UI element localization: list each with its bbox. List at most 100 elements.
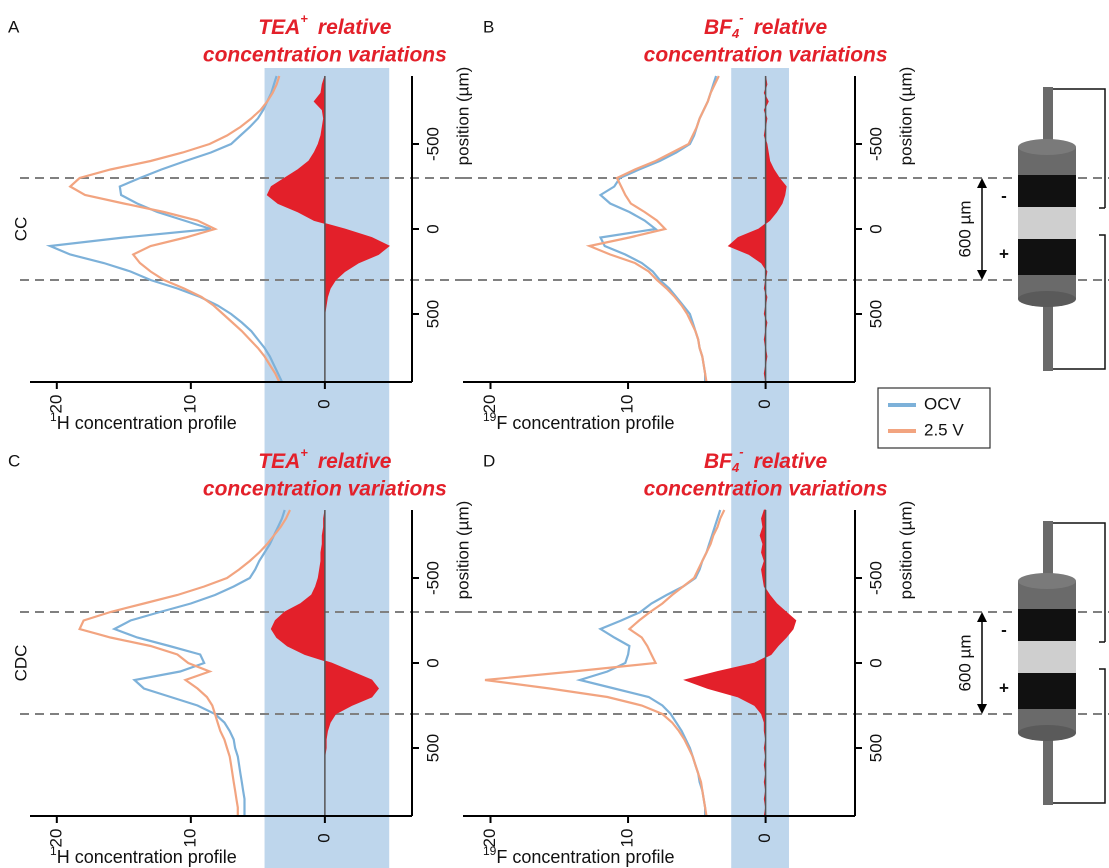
title-sup: + — [300, 445, 308, 460]
title-sup: - — [739, 10, 743, 25]
panel-title-line2: concentration variations — [644, 44, 888, 67]
title-base: TEA — [258, 450, 300, 473]
profile-line — [45, 75, 283, 383]
x-tick-label: 0 — [314, 833, 333, 842]
arrow-head — [977, 270, 987, 280]
y-tick-label: 500 — [423, 734, 442, 762]
span-label: 600 µm — [955, 634, 974, 691]
x-tick-label: 0 — [755, 399, 774, 408]
panel-title: TEA+ relative — [258, 11, 391, 38]
y-axis-label: position (µm) — [896, 67, 915, 166]
panel-title-line2: concentration variations — [644, 478, 888, 501]
legend-label: OCV — [924, 394, 962, 413]
x-label-text: H concentration profile — [57, 413, 237, 433]
x-tick-label: 10 — [180, 829, 199, 848]
electrode — [1018, 673, 1076, 709]
y-tick-label: 500 — [423, 300, 442, 328]
y-tick-label: 0 — [866, 224, 885, 233]
y-tick-label: -500 — [423, 127, 442, 161]
y-tick-label: 0 — [423, 224, 442, 233]
title-sub: 4 — [731, 460, 740, 475]
title-word: relative — [754, 16, 828, 39]
plus-sign: + — [999, 678, 1009, 697]
y-axis-label: position (µm) — [896, 501, 915, 600]
y-tick-label: 0 — [866, 658, 885, 667]
title-sub: 4 — [731, 26, 740, 41]
x-tick-label: 10 — [180, 395, 199, 414]
cap-top — [1018, 573, 1076, 589]
panel-letter: A — [8, 17, 20, 36]
arrow-head — [977, 612, 987, 622]
x-axis-label: 19F concentration profile — [483, 410, 674, 433]
plus-sign: + — [999, 244, 1009, 263]
cell-diagram: 600 µm - + — [955, 521, 1106, 805]
y-tick-label: 500 — [866, 734, 885, 762]
y-tick-label: -500 — [423, 561, 442, 595]
panel-title: TEA+ relative — [258, 445, 391, 472]
panel-letter: D — [483, 451, 495, 470]
x-tick-label: 20 — [46, 395, 65, 414]
separator — [1018, 641, 1076, 673]
cell-diagram: 600 µm - + — [955, 87, 1106, 371]
x-axis-label: 19F concentration profile — [483, 844, 674, 867]
title-word: relative — [318, 16, 392, 39]
electrode — [1018, 609, 1076, 641]
profile-line — [78, 509, 291, 816]
highlight-band — [264, 440, 390, 868]
x-tick-label: 20 — [480, 829, 499, 848]
cap-bottom — [1018, 725, 1076, 741]
cap-top — [1018, 139, 1076, 155]
profile-line — [111, 509, 286, 816]
title-base: BF — [704, 450, 733, 473]
title-word: relative — [318, 450, 392, 473]
row-label: CDC — [11, 645, 30, 682]
title-sup: + — [300, 11, 308, 26]
y-axis-label: position (µm) — [453, 501, 472, 600]
legend-label: 2.5 V — [924, 420, 964, 439]
panel-letter: B — [483, 17, 494, 36]
x-axis-label: 1H concentration profile — [50, 410, 237, 433]
x-label-sup: 19 — [483, 410, 497, 424]
legend-box — [877, 387, 991, 449]
profile-line — [68, 75, 281, 383]
arrow-head — [977, 704, 987, 714]
x-tick-label: 20 — [480, 395, 499, 414]
x-label-text: H concentration profile — [57, 847, 237, 867]
separator — [1018, 207, 1076, 239]
x-tick-label: 10 — [618, 395, 637, 414]
panel-letter: C — [8, 451, 20, 470]
y-tick-label: 0 — [423, 658, 442, 667]
x-label-sup: 19 — [483, 844, 497, 858]
x-label-text: F concentration profile — [496, 847, 674, 867]
profile-line — [585, 75, 720, 383]
title-word: relative — [754, 450, 828, 473]
x-label-sup: 1 — [50, 844, 57, 858]
y-tick-label: -500 — [866, 561, 885, 595]
electrode — [1018, 175, 1076, 207]
x-label-text: F concentration profile — [496, 413, 674, 433]
span-label: 600 µm — [955, 200, 974, 257]
title-base: TEA — [258, 16, 300, 39]
x-axis-label: 1H concentration profile — [50, 844, 237, 867]
x-tick-label: 10 — [618, 829, 637, 848]
panel-title-line2: concentration variations — [203, 44, 447, 67]
minus-sign: - — [1001, 186, 1007, 205]
row-label: CC — [11, 217, 30, 242]
x-tick-label: 0 — [755, 833, 774, 842]
y-tick-label: 500 — [866, 300, 885, 328]
title-base: BF — [704, 16, 733, 39]
profile-line — [484, 509, 726, 817]
wire — [1048, 234, 1106, 370]
panel-title: BF4- relative — [704, 10, 827, 41]
wire — [1048, 522, 1106, 642]
x-tick-label: 20 — [46, 829, 65, 848]
panel-title-line2: concentration variations — [203, 478, 447, 501]
wire — [1048, 668, 1106, 804]
arrow-head — [977, 178, 987, 188]
highlight-band — [731, 440, 789, 868]
cap-bottom — [1018, 291, 1076, 307]
title-sup: - — [739, 444, 743, 459]
electrode — [1018, 239, 1076, 275]
minus-sign: - — [1001, 620, 1007, 639]
